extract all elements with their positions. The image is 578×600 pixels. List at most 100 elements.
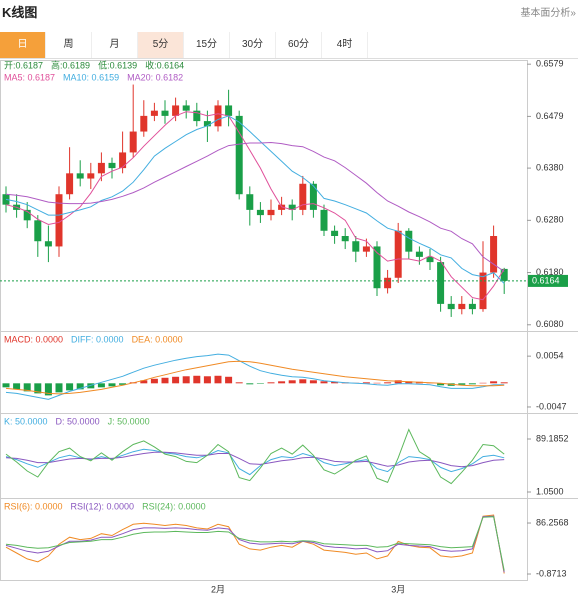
candle-body [341, 235, 349, 242]
series-line [5, 516, 505, 571]
macd-bar [87, 383, 95, 389]
candle-body [320, 209, 328, 231]
candle-body [97, 162, 105, 174]
macd-bar [384, 382, 392, 384]
legend-entry: MA20: 0.6182 [127, 72, 183, 82]
candle-body [437, 262, 445, 304]
macd-bar [66, 383, 74, 391]
macd-bar [362, 382, 370, 384]
y-tick-label: 1.0500 [536, 486, 564, 496]
candle-body [108, 162, 116, 169]
macd-bar [235, 382, 243, 384]
title: K线图 [2, 5, 38, 20]
y-tick-label: 89.1852 [536, 433, 569, 443]
series-line [5, 428, 505, 485]
series-line [5, 515, 505, 573]
candle-body [373, 246, 381, 289]
macd-bar [256, 383, 264, 384]
macd-bar [331, 381, 339, 384]
tab[interactable]: 日 [0, 32, 46, 58]
legend-entry: RSI(12): 0.0000 [71, 501, 135, 511]
macd-bar [458, 383, 466, 385]
y-tick-label: 0.6080 [536, 319, 564, 329]
legend-entry: MA5: 0.6187 [4, 72, 55, 82]
legend-entry: 收:0.6164 [145, 59, 184, 70]
macd-bar [288, 380, 296, 384]
candle-body [426, 256, 434, 263]
candle-body [119, 152, 127, 169]
series-line [5, 514, 505, 574]
candle-body [394, 230, 402, 278]
candle-body [458, 303, 466, 310]
legend-entry: MA10: 0.6159 [63, 72, 119, 82]
candle-body [490, 235, 498, 273]
candle-body [129, 131, 137, 153]
y-tick-label: 0.6280 [536, 215, 564, 225]
series-line [5, 360, 505, 395]
macd-bar [405, 381, 413, 384]
series-line [5, 451, 505, 468]
macd-bar [23, 383, 31, 392]
macd-bar [182, 376, 190, 384]
macd-bar [161, 377, 169, 384]
tab[interactable]: 60分 [276, 32, 322, 58]
legend-entry: J: 50.0000 [108, 416, 150, 426]
tab[interactable]: 月 [92, 32, 138, 58]
candle-body [34, 220, 42, 242]
candle-body [288, 204, 296, 210]
tab[interactable]: 5分 [138, 32, 184, 58]
macd-bar [97, 383, 105, 388]
macd-bar [193, 375, 201, 384]
series-line [5, 111, 505, 301]
candle-body [193, 110, 201, 122]
tab[interactable]: 周 [46, 32, 92, 58]
y-tick-label: -0.0047 [536, 401, 567, 411]
legend-entry: 开:0.6187 [4, 60, 43, 70]
candle-body [479, 272, 487, 310]
tab[interactable]: 4时 [322, 32, 368, 58]
candle-body [55, 194, 63, 247]
y-tick-label: -0.8713 [536, 568, 567, 578]
tab[interactable]: 15分 [184, 32, 230, 58]
legend-entry: MACD: 0.0000 [4, 334, 63, 344]
candle-body [203, 121, 211, 127]
legend-entry: DEA: 0.0000 [132, 334, 183, 344]
series-line [5, 141, 505, 272]
macd-bar [214, 375, 222, 384]
macd-bar [267, 382, 275, 384]
candle-body [235, 115, 243, 195]
macd-bar [119, 383, 127, 385]
macd-bar [55, 383, 63, 393]
tab[interactable]: 30分 [230, 32, 276, 58]
last-price-label: 0.6164 [532, 275, 560, 285]
legend-entry: D: 50.0000 [56, 416, 100, 426]
macd-bar [309, 380, 317, 384]
macd-bar [44, 383, 52, 396]
candle-body [214, 105, 222, 127]
fundamental-link[interactable]: 基本面分析» [520, 8, 576, 19]
legend-entry: DIFF: 0.0000 [71, 334, 124, 344]
candle-body [150, 110, 158, 116]
x-tick-label: 2月 [211, 584, 225, 594]
candle-body [447, 303, 455, 310]
candle-body [331, 230, 339, 236]
macd-bar [278, 381, 286, 384]
macd-bar [246, 383, 254, 385]
macd-bar [150, 378, 158, 384]
candle-body [246, 194, 254, 210]
macd-bar [500, 382, 508, 384]
candle-body [44, 241, 52, 247]
macd-bar [479, 382, 487, 384]
y-tick-label: 0.0054 [536, 351, 564, 361]
header: K线图 基本面分析» [0, 0, 578, 30]
macd-bar [490, 381, 498, 384]
candle-body [299, 183, 307, 210]
tabs: 日周月 5分 15分 30分 60分 4时 [0, 32, 578, 59]
candle-body [23, 209, 31, 221]
macd-bar [76, 383, 84, 390]
candle-body [172, 105, 180, 116]
macd-bar [34, 383, 42, 394]
macd-bar [108, 383, 116, 387]
series-line [5, 448, 505, 476]
